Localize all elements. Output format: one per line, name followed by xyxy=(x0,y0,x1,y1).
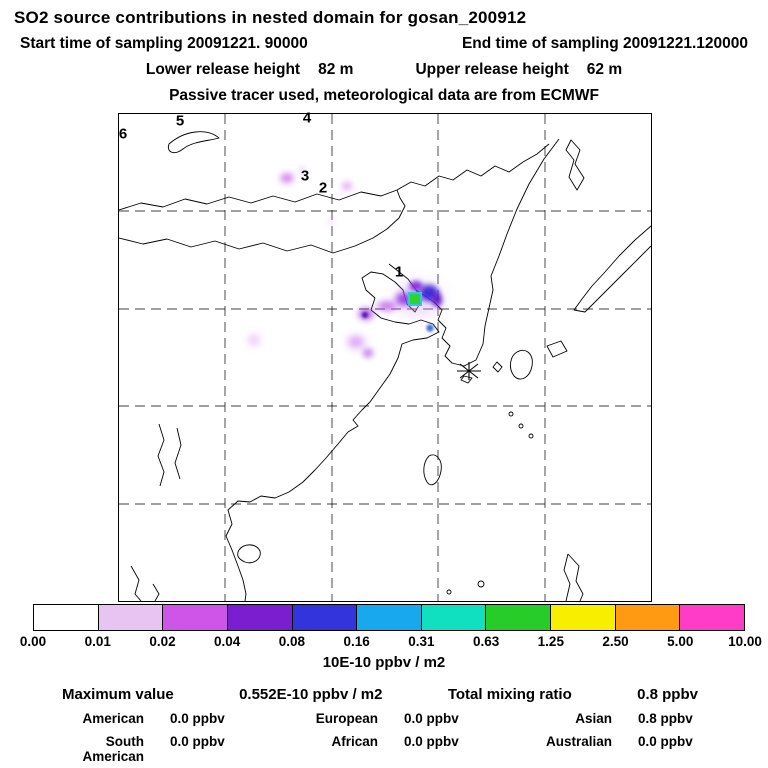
colorbar-tick: 1.25 xyxy=(537,634,564,649)
colorbar xyxy=(33,604,745,631)
colorbar-tick: 0.04 xyxy=(214,634,241,649)
region-australian: Australian 0.0 ppbv xyxy=(518,734,710,764)
page-title: SO2 source contributions in nested domai… xyxy=(14,8,527,27)
plume-patch xyxy=(278,171,296,185)
trajectory-marker-5: 5 xyxy=(175,112,185,130)
region-name: European xyxy=(315,711,378,726)
colorbar-cell xyxy=(421,605,487,630)
colorbar-tick: 10.00 xyxy=(728,634,762,649)
colorbar-wrap: 0.00 0.01 0.02 0.04 0.08 0.16 0.31 0.63 1.25 2.50… xyxy=(20,604,762,652)
plume-patch xyxy=(374,299,400,313)
sampling-times: Start time of sampling 20091221. 90000 E… xyxy=(20,35,748,53)
colorbar-tick: 0.08 xyxy=(278,634,306,649)
colorbar-tick: 0.31 xyxy=(408,634,435,649)
colorbar-cell xyxy=(680,605,745,630)
max-value: 0.552E-10 ppbv / m2 xyxy=(239,686,383,703)
colorbar-cell xyxy=(551,605,616,630)
plume-patch xyxy=(345,334,367,350)
total-mixing-value: 0.8 ppbv xyxy=(637,686,698,703)
summary-line: Maximum value 0.552E-10 ppbv / m2 Total … xyxy=(62,686,698,703)
colorbar-tick: 0.00 xyxy=(19,634,47,649)
colorbar-cell xyxy=(615,605,681,630)
colorbar-cell xyxy=(486,605,552,630)
region-name: African xyxy=(331,734,378,749)
upper-release-value: 62 m xyxy=(586,61,623,78)
trajectory-marker-3: 3 xyxy=(300,167,310,185)
colorbar-cell xyxy=(227,605,293,630)
colorbar-cell xyxy=(98,605,164,630)
lower-release-value: 82 m xyxy=(318,61,354,78)
colorbar-ticks: 0.00 0.01 0.02 0.04 0.08 0.16 0.31 0.63 1.25 2.50… xyxy=(20,634,762,652)
colorbar-cell xyxy=(34,605,99,630)
upper-release-label: Upper release height xyxy=(415,61,569,78)
plume-patch xyxy=(430,291,444,309)
lower-release-label: Lower release height xyxy=(145,61,301,78)
max-value-label: Maximum value xyxy=(62,686,174,703)
trajectory-marker-4: 4 xyxy=(302,109,312,127)
plume-patch xyxy=(340,180,354,192)
colorbar-cell xyxy=(163,605,228,630)
end-time-label: End time of sampling 20091221.120000 xyxy=(461,35,748,52)
plume-patch xyxy=(326,218,336,226)
region-contributions: American 0.0 ppbv European 0.0 ppbv Asia… xyxy=(50,711,710,764)
total-mixing-label: Total mixing ratio xyxy=(447,686,572,703)
colorbar-tick: 0.16 xyxy=(343,634,370,649)
colorbar-cell xyxy=(292,605,358,630)
region-value: 0.0 ppbv xyxy=(170,734,225,749)
plume-patch xyxy=(361,311,369,319)
colorbar-tick: 0.02 xyxy=(149,634,176,649)
receptor-star-icon xyxy=(457,362,481,380)
region-american: American 0.0 ppbv xyxy=(50,711,242,726)
colorbar-cell xyxy=(357,605,422,630)
colorbar-tick: 5.00 xyxy=(667,634,694,649)
region-south-american: South American 0.0 ppbv xyxy=(50,734,242,764)
plume-patch xyxy=(297,165,307,175)
colorbar-units: 10E-10 ppbv / m2 xyxy=(322,654,446,671)
colorbar-tick: 2.50 xyxy=(602,634,629,649)
trajectory-marker-6: 6 xyxy=(118,125,128,143)
region-value: 0.0 ppbv xyxy=(404,734,459,749)
tracer-note: Passive tracer used, meteorological data… xyxy=(169,87,599,104)
region-african: African 0.0 ppbv xyxy=(284,734,476,764)
region-name: South American xyxy=(82,734,144,764)
start-time-label: Start time of sampling 20091221. 90000 xyxy=(20,35,308,52)
plume-core xyxy=(410,294,420,304)
region-value: 0.8 ppbv xyxy=(638,711,693,726)
region-value: 0.0 ppbv xyxy=(170,711,225,726)
region-european: European 0.0 ppbv xyxy=(284,711,476,726)
region-name: Australian xyxy=(545,734,612,749)
region-value: 0.0 ppbv xyxy=(638,734,693,749)
coastlines xyxy=(119,131,651,601)
plume-patch xyxy=(361,347,375,359)
plume-patch xyxy=(425,323,435,333)
trajectory-marker-2: 2 xyxy=(318,179,328,197)
colorbar-tick: 0.63 xyxy=(472,634,500,649)
region-name: Asian xyxy=(575,711,612,726)
plume-patch xyxy=(407,279,425,293)
trajectory-marker-1: 1 xyxy=(394,263,404,281)
release-heights: Lower release height 82 m Upper release … xyxy=(0,61,768,79)
colorbar-tick: 0.01 xyxy=(84,634,111,649)
lower-release: Lower release height 82 m xyxy=(146,61,354,79)
region-value: 0.0 ppbv xyxy=(404,711,459,726)
plume-patch xyxy=(246,333,262,347)
region-asian: Asian 0.8 ppbv xyxy=(518,711,710,726)
upper-release: Upper release height 62 m xyxy=(415,61,622,79)
region-name: American xyxy=(82,711,144,726)
